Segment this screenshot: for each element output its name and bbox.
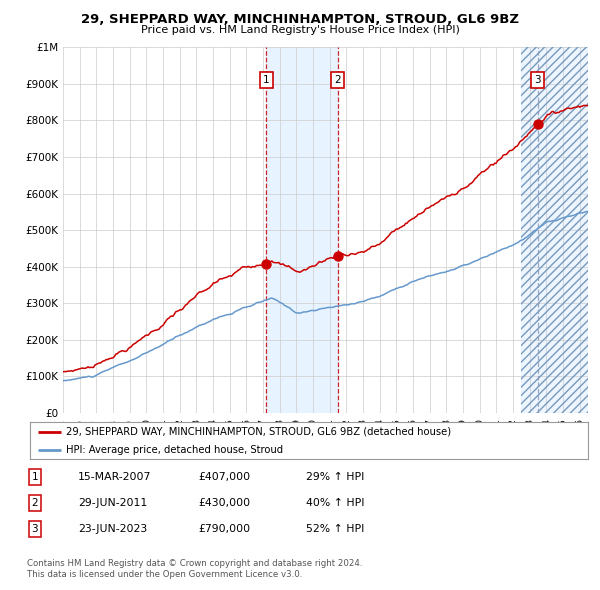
Text: £790,000: £790,000	[198, 524, 250, 533]
Text: 29% ↑ HPI: 29% ↑ HPI	[306, 472, 364, 481]
Text: 23-JUN-2023: 23-JUN-2023	[78, 524, 147, 533]
Text: 29, SHEPPARD WAY, MINCHINHAMPTON, STROUD, GL6 9BZ (detached house): 29, SHEPPARD WAY, MINCHINHAMPTON, STROUD…	[66, 427, 451, 437]
Bar	[521, 47, 588, 413]
Text: HPI: Average price, detached house, Stroud: HPI: Average price, detached house, Stro…	[66, 444, 283, 454]
Text: 40% ↑ HPI: 40% ↑ HPI	[306, 498, 365, 507]
Text: 1: 1	[263, 75, 270, 85]
Text: £407,000: £407,000	[198, 472, 250, 481]
Bar	[521, 47, 588, 413]
Text: 29, SHEPPARD WAY, MINCHINHAMPTON, STROUD, GL6 9BZ: 29, SHEPPARD WAY, MINCHINHAMPTON, STROUD…	[81, 13, 519, 26]
Text: 3: 3	[31, 524, 38, 533]
Bar	[266, 47, 338, 413]
Text: 1: 1	[31, 472, 38, 481]
Text: 2: 2	[31, 498, 38, 507]
Text: 52% ↑ HPI: 52% ↑ HPI	[306, 524, 364, 533]
Text: 29-JUN-2011: 29-JUN-2011	[78, 498, 147, 507]
Text: Contains HM Land Registry data © Crown copyright and database right 2024.: Contains HM Land Registry data © Crown c…	[27, 559, 362, 568]
Text: Price paid vs. HM Land Registry's House Price Index (HPI): Price paid vs. HM Land Registry's House …	[140, 25, 460, 35]
Text: This data is licensed under the Open Government Licence v3.0.: This data is licensed under the Open Gov…	[27, 571, 302, 579]
Text: 2: 2	[335, 75, 341, 85]
Text: 15-MAR-2007: 15-MAR-2007	[78, 472, 151, 481]
Text: £430,000: £430,000	[198, 498, 250, 507]
Text: 3: 3	[535, 75, 541, 85]
